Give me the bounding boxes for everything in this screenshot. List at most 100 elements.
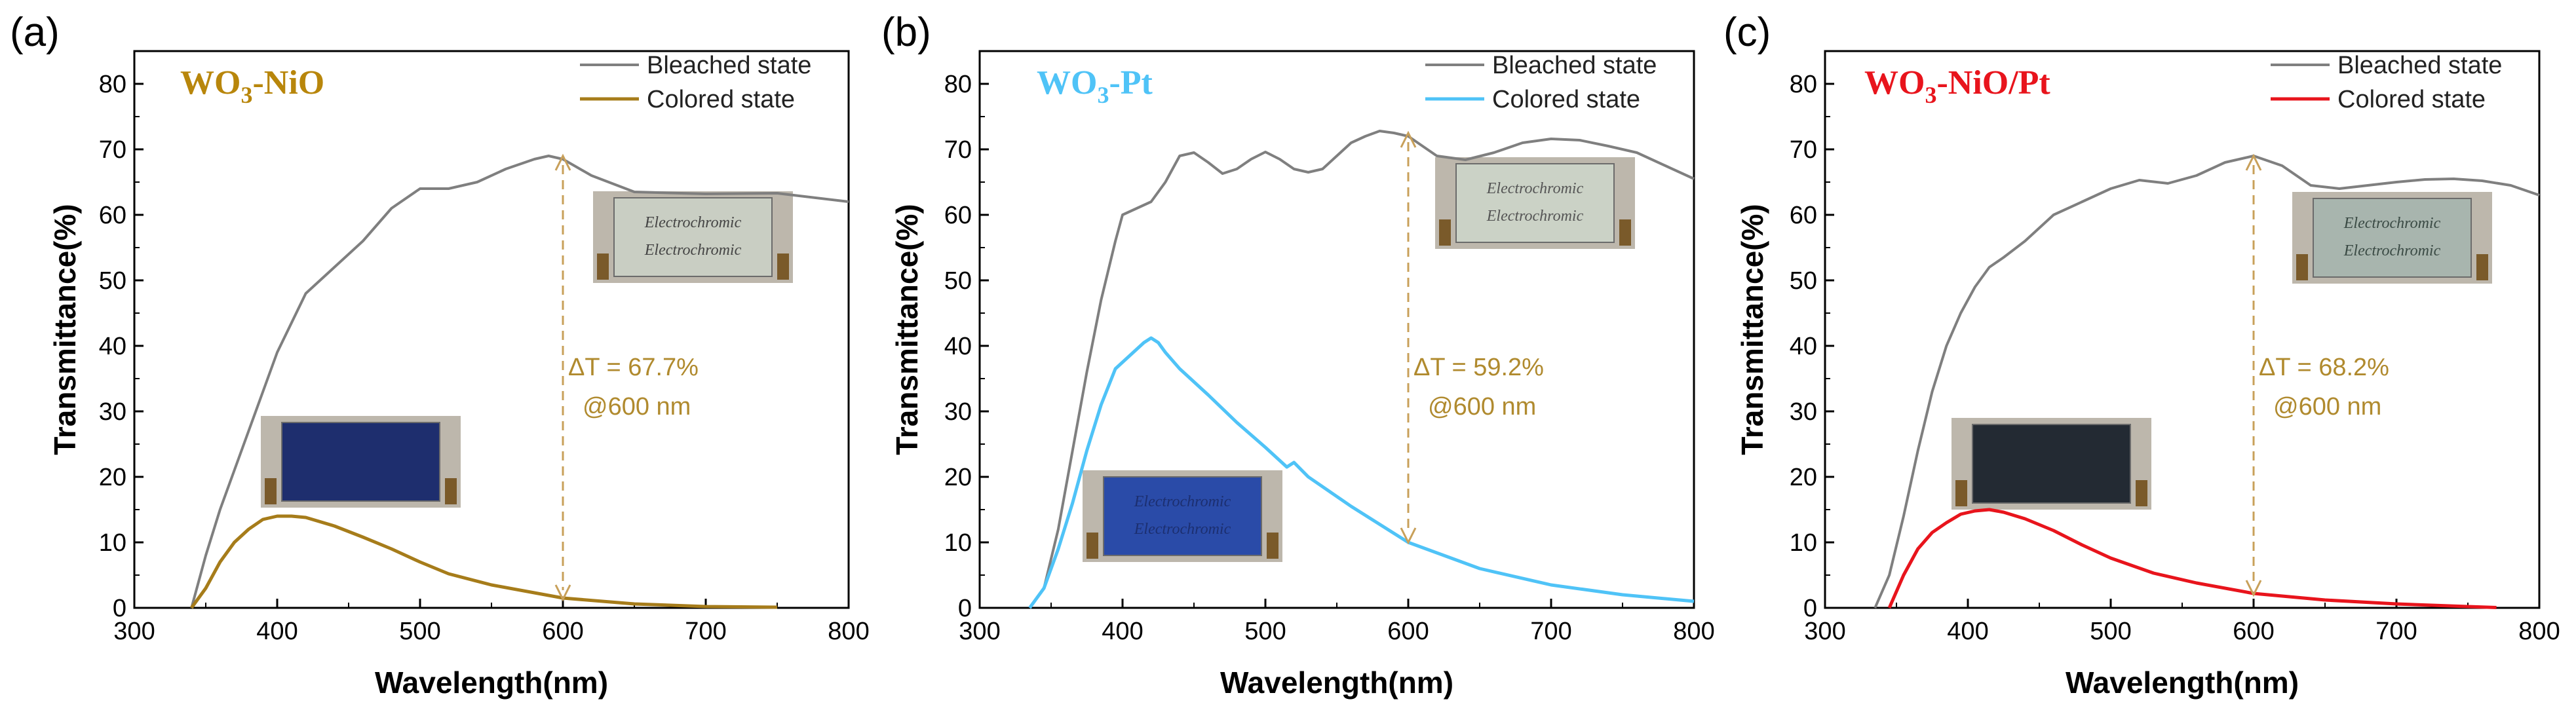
inset-clip-left [597,253,609,280]
delta-at-label: @600 nm [1428,393,1536,421]
x-tick-label: 800 [828,618,869,645]
y-tick-label: 40 [99,333,126,360]
x-tick-label: 500 [399,618,440,645]
series-line-bleached [1028,130,1695,609]
bleached-sample-photo: Electrochromic Electrochromic [1435,157,1635,249]
chart-panel-a: (a) Electrochromic Electrochromic 0 10 20 30 40… [10,10,870,700]
x-tick-label: 400 [1947,618,1988,645]
legend-label: Bleached state [2337,52,2502,79]
chart-title: WO3-Pt [1037,64,1153,108]
y-tick-label: 80 [944,71,972,98]
inset-text: Electrochromic [1486,180,1584,197]
y-axis-title: Transmittance(%) [1735,204,1769,455]
delta-arrow-head-bottom [2245,580,2262,597]
y-tick-label: 20 [944,464,972,491]
x-tick-label: 600 [542,618,583,645]
delta-t-label: ΔT = 68.2% [2259,354,2389,381]
chart-title-rest: -Pt [1109,64,1153,102]
y-tick-label: 30 [944,398,972,426]
x-tick-label: 700 [2375,618,2417,645]
x-tick-label: 400 [1102,618,1143,645]
y-tick-label: 0 [958,595,972,622]
y-tick-label: 10 [944,529,972,557]
y-tick-label: 60 [1790,202,1817,229]
inset-text: Electrochromic [1134,521,1231,538]
inset-clip-left [1086,533,1098,559]
legend-label: Bleached state [1492,52,1657,79]
x-tick-label: 300 [1804,618,1845,645]
inset-text: Electrochromic [644,242,742,259]
x-tick-label: 800 [1673,618,1714,645]
inset-text: Electrochromic [1134,493,1231,510]
x-tick-label: 700 [1530,618,1571,645]
inset-clip-right [777,253,789,280]
x-axis-title: Wavelength(nm) [375,665,608,700]
x-tick-label: 500 [1244,618,1286,645]
delta-at-label: @600 nm [2273,393,2381,421]
chart-title-rest: -NiO [252,64,324,102]
y-tick-label: 50 [1790,267,1817,295]
series-line-colored [190,514,778,609]
series-line-colored [1887,508,2497,609]
bleached-sample-photo: Electrochromic Electrochromic [593,191,793,283]
y-tick-label: 10 [99,529,126,557]
legend-label: Colored state [647,86,795,113]
y-tick-label: 0 [113,595,126,622]
inset-clip-right [2476,254,2488,280]
chart-panel-b: (b) Electrochromic Electrochromic Electroch… [881,10,1715,700]
y-axis-title: Transmittance(%) [48,204,82,455]
colored-sample-photo [1951,418,2151,510]
x-tick-label: 700 [685,618,726,645]
x-tick-label: 600 [1387,618,1429,645]
x-tick-label: 800 [2518,618,2560,645]
y-tick-label: 40 [944,333,972,360]
panel-label: (c) [1723,10,1771,55]
y-tick-label: 0 [1803,595,1817,622]
delta-at-label: @600 nm [583,393,691,421]
inset-sample [1455,163,1615,243]
inset-clip-right [1619,219,1631,246]
x-tick-label: 400 [256,618,298,645]
inset-clip-right [445,478,457,504]
inset-sample [281,422,440,502]
y-tick-label: 20 [99,464,126,491]
y-tick-label: 40 [1790,333,1817,360]
delta-arrow-head-top [554,153,571,171]
y-tick-label: 60 [99,202,126,229]
series-line-bleached [1874,155,2540,609]
y-tick-label: 70 [1790,136,1817,164]
x-axis-title: Wavelength(nm) [2066,665,2299,700]
inset-sample [1972,424,2131,504]
chart-title-sub: 3 [1925,82,1936,108]
inset-clip-left [2296,254,2308,280]
y-tick-label: 50 [944,267,972,295]
inset-clip-left [1955,480,1967,506]
chart-title: WO3-NiO/Pt [1864,64,2050,108]
x-tick-label: 300 [113,618,155,645]
chart-title-base: WO [1864,64,1925,102]
chart-title-sub: 3 [240,82,252,108]
colored-sample-photo: Electrochromic Electrochromic [1083,470,1282,562]
x-axis-title: Wavelength(nm) [1220,665,1453,700]
chart-title: WO3-NiO [180,64,324,108]
inset-clip-right [2136,480,2147,506]
inset-sample [1103,476,1262,556]
y-tick-label: 70 [99,136,126,164]
legend-label: Colored state [1492,86,1640,113]
inset-clip-left [1439,219,1451,246]
colored-sample-photo [261,416,461,508]
delta-arrow-head-bottom [554,584,571,602]
y-tick-label: 80 [99,71,126,98]
legend-label: Colored state [2337,86,2486,113]
inset-text: Electrochromic [2343,215,2441,232]
chart-title-base: WO [1037,64,1097,102]
x-tick-label: 600 [2233,618,2274,645]
plot-frame [133,50,850,609]
y-tick-label: 20 [1790,464,1817,491]
delta-t-label: ΔT = 59.2% [1413,354,1544,381]
panel-label: (b) [881,10,931,55]
delta-arrow-head-top [2245,153,2262,171]
delta-t-label: ΔT = 67.7% [568,354,699,381]
inset-clip-right [1267,533,1278,559]
